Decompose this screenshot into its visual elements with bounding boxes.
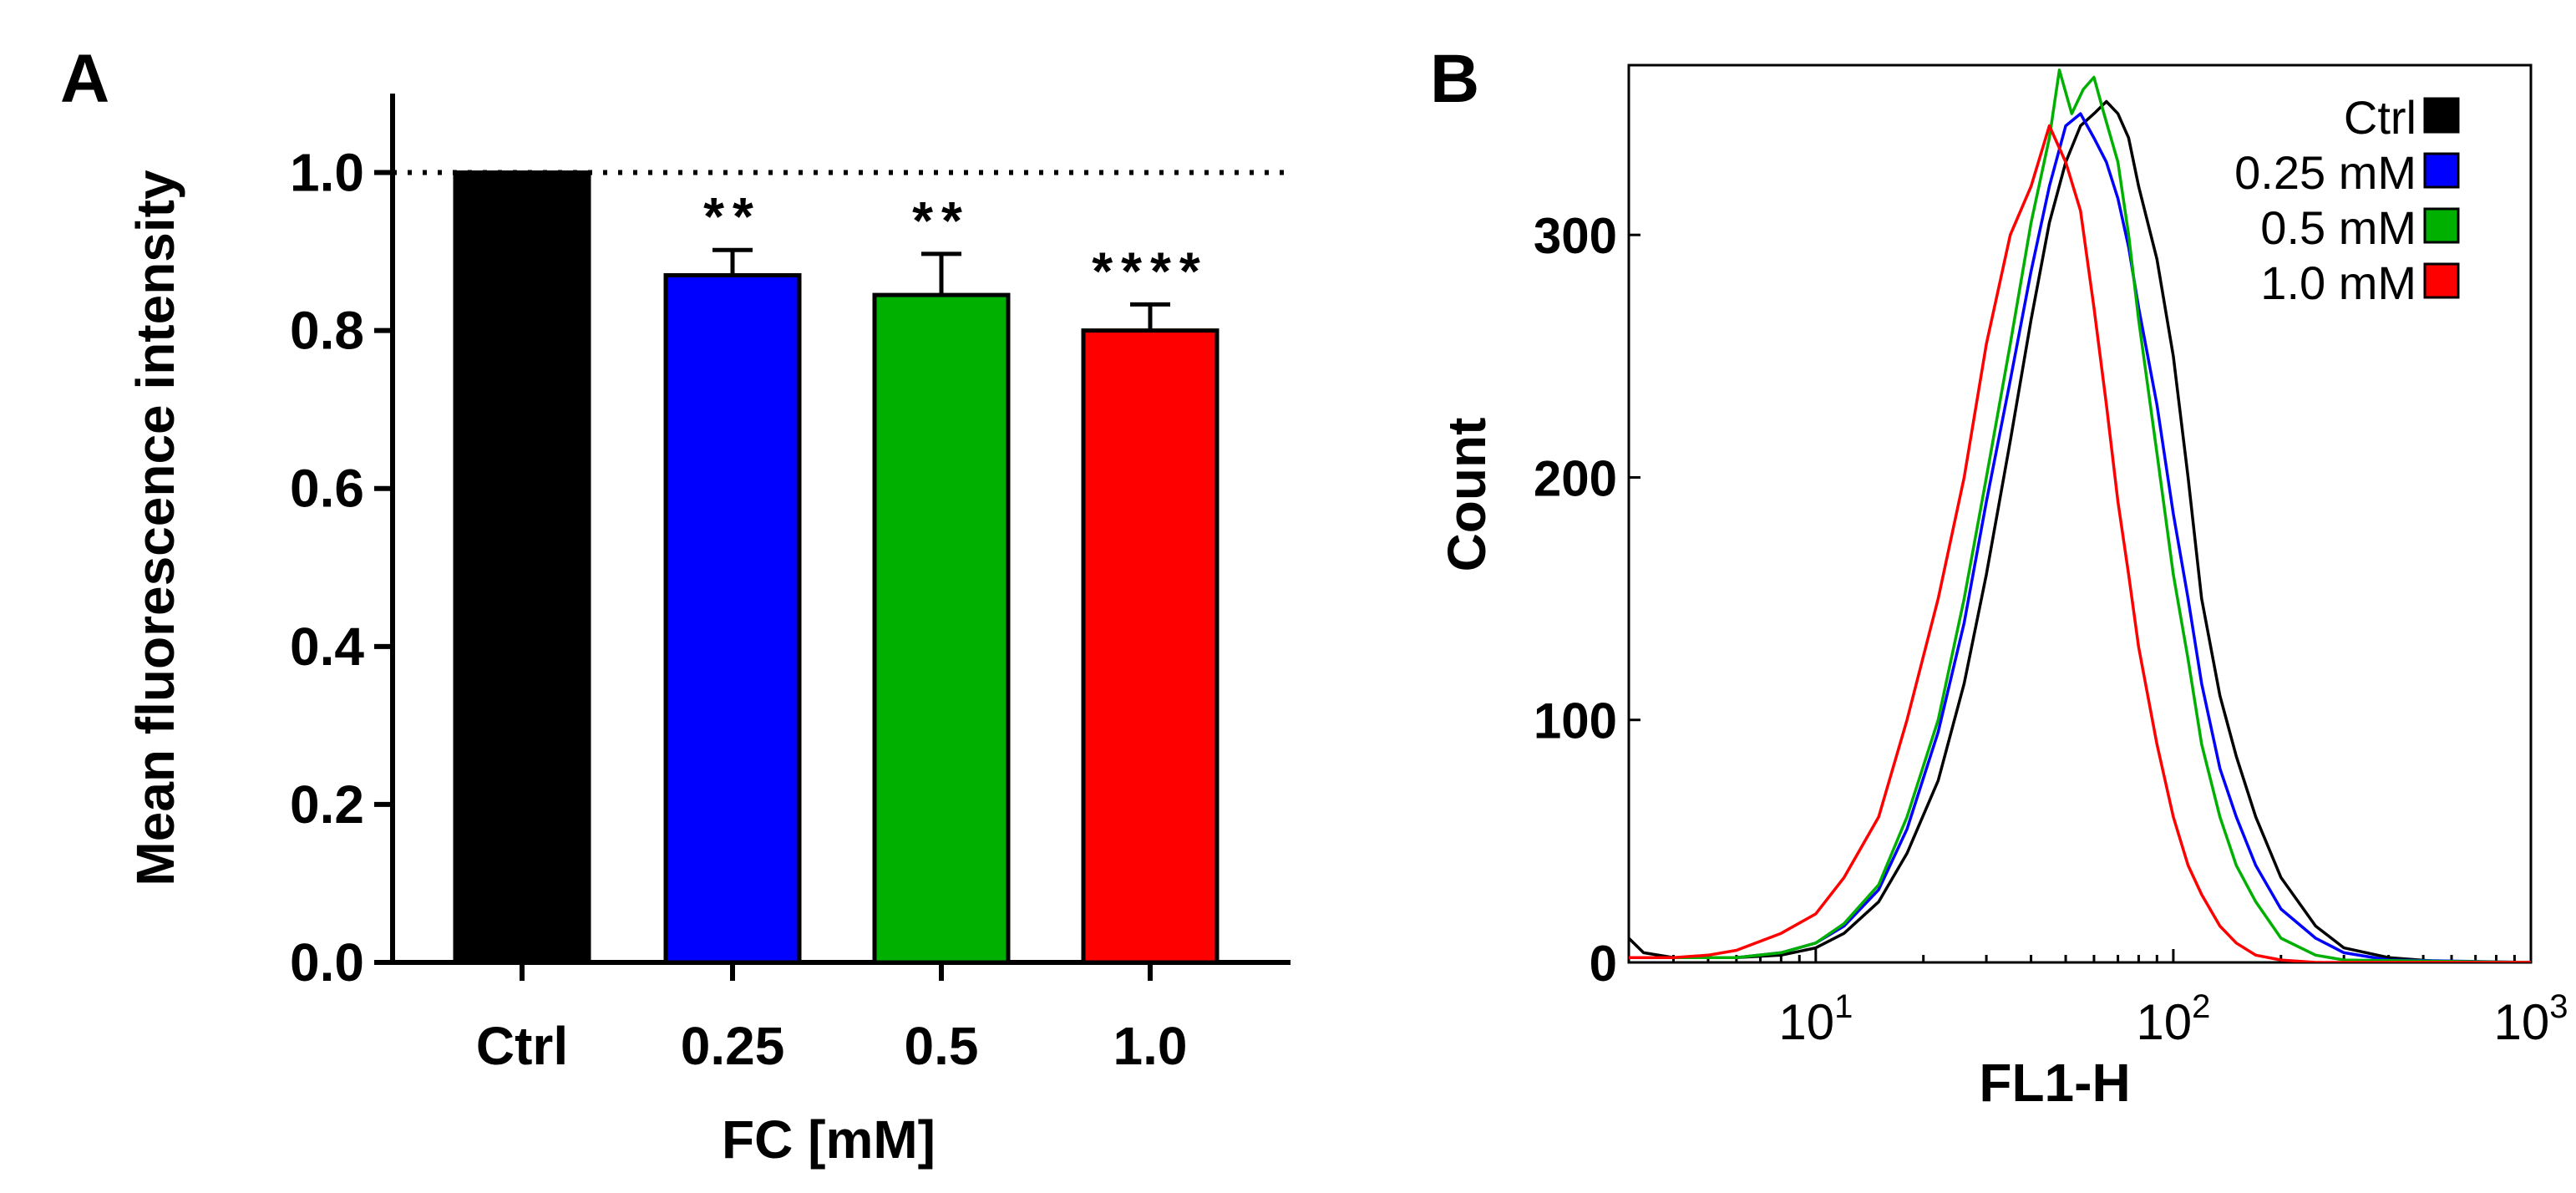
panel-b-y-tick-label: 0 [1590, 936, 1617, 992]
panel-a-y-tick-label: 0.2 [290, 774, 364, 835]
panel-b-series-line [1629, 112, 2531, 962]
panel-b-x-axis-label: FL1-H [1979, 1053, 2130, 1113]
panel-b-legend-label: 1.0 mM [2260, 256, 2416, 309]
panel-b-x-tick-label: 103 [2494, 988, 2568, 1050]
panel-a-bar [872, 292, 1011, 965]
panel-b-x-tick-exponent: 2 [2192, 988, 2210, 1025]
panel-a-bar [663, 272, 802, 965]
panel-b-x-tick-base: 10 [2136, 994, 2192, 1050]
panel-b-x-tick-exponent: 3 [2549, 988, 2568, 1025]
panel-a: A 0.0 0.2 0.4 0.6 0.8 1.0 Ctrl ** 0.25 ** 0.5 **** 1… [60, 41, 1291, 1170]
panel-b-legend-swatch [2423, 262, 2460, 299]
panel-a-x-tick-label: Ctrl [476, 1016, 568, 1076]
panel-b-y-axis-label: Count [1437, 418, 1497, 572]
panel-a-label: A [60, 41, 109, 117]
panel-a-y-tick-label: 0.8 [290, 301, 364, 361]
panel-b-legend-swatch [2423, 97, 2460, 134]
panel-b-legend-swatch [2423, 152, 2460, 189]
panel-a-bar [1081, 328, 1220, 965]
panel-a-x-axis-label: FC [mM] [722, 1109, 936, 1170]
panel-a-significance-label: ** [703, 186, 762, 246]
panel-b-y-tick-label: 100 [1534, 693, 1617, 749]
panel-a-plot-area: 0.0 0.2 0.4 0.6 0.8 1.0 Ctrl ** 0.25 ** 0.5 **** 1.0 [290, 94, 1291, 1076]
panel-a-y-tick-label: 0.0 [290, 932, 364, 992]
panel-a-bar [453, 170, 591, 965]
panel-b-series-group [1629, 69, 2531, 962]
panel-a-x-tick-label: 0.5 [905, 1016, 979, 1076]
panel-b-x-tick-label: 102 [2136, 988, 2210, 1050]
panel-b-y-tick-label: 200 [1534, 450, 1617, 506]
panel-b-label: B [1430, 41, 1479, 117]
panel-b-x-tick-base: 10 [1778, 994, 1834, 1050]
panel-a-y-tick-label: 0.4 [290, 617, 364, 677]
panel-b-series-line [1629, 69, 2531, 962]
panel-b-series-line [1629, 99, 2531, 962]
panel-b-plot-frame [1627, 63, 2533, 964]
panel-b-legend-swatch [2423, 207, 2460, 244]
panel-a-x-tick-label: 0.25 [681, 1016, 785, 1076]
panel-a-significance-label: **** [1092, 241, 1209, 301]
panel-a-y-tick-label: 1.0 [290, 143, 364, 203]
panel-b-legend-label: 0.25 mM [2234, 146, 2416, 199]
panel-b-y-tick-label: 300 [1534, 208, 1617, 264]
panel-a-x-tick-label: 1.0 [1113, 1016, 1188, 1076]
panel-b-x-tick-exponent: 1 [1834, 988, 1853, 1025]
panel-a-y-tick-label: 0.6 [290, 459, 364, 519]
panel-b-x-tick-label: 101 [1778, 988, 1853, 1050]
panel-a-significance-label: ** [912, 190, 971, 251]
panel-a-y-axis-label: Mean fluorescence intensity [125, 170, 185, 886]
panel-b-series-line [1629, 124, 2531, 962]
panel-b-legend-label: 0.5 mM [2260, 201, 2416, 254]
panel-b-x-tick-base: 10 [2494, 994, 2550, 1050]
panel-b-legend-label: Ctrl [2344, 91, 2416, 144]
